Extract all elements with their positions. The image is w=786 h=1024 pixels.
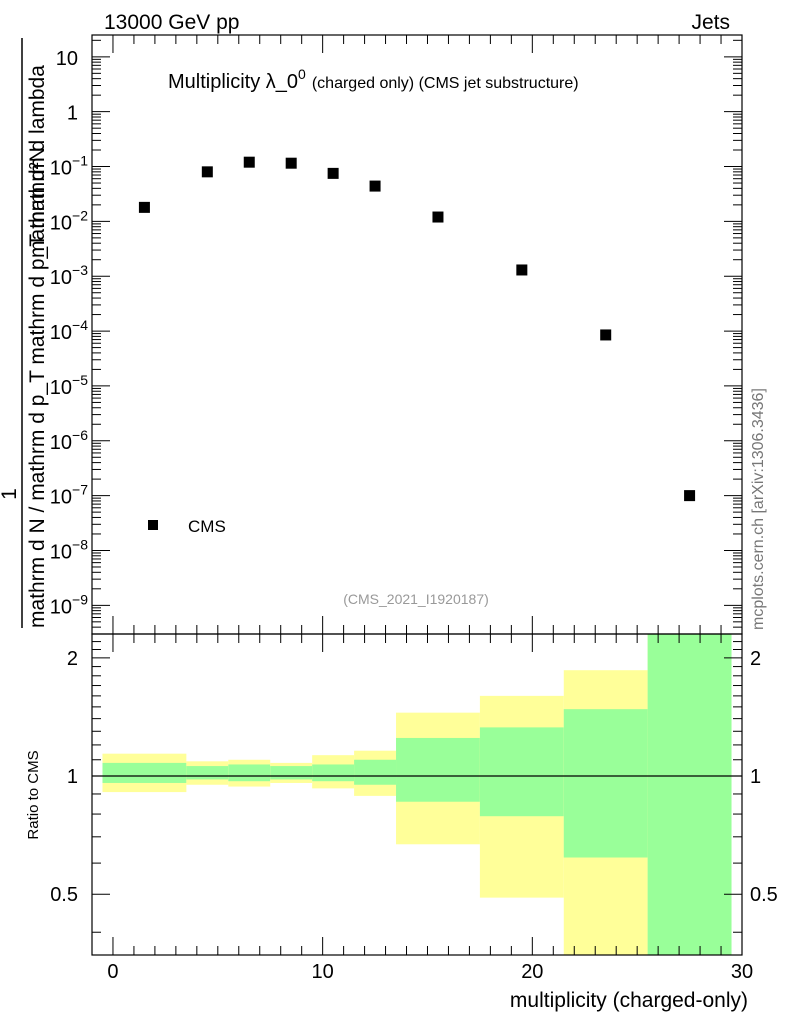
x-tick-label: 30 — [731, 961, 753, 983]
ratio-y-tick-label-right: 1 — [750, 766, 761, 788]
band-green — [312, 764, 355, 782]
band-green — [647, 634, 732, 955]
data-point — [243, 156, 255, 168]
x-tick-label: 10 — [312, 961, 334, 983]
y-tick-label: 10−8 — [50, 536, 88, 563]
ylabel-numerator: mathrm d²N — [26, 147, 49, 258]
y-tick-label: 10−1 — [50, 153, 88, 180]
y-tick-label: 10−6 — [50, 427, 88, 454]
plot-title: Multiplicity λ_00(charged only) (CMS jet… — [168, 66, 579, 93]
data-point — [516, 264, 528, 276]
band-green — [102, 762, 187, 783]
y-tick-label: 10−3 — [50, 262, 88, 289]
ylabel-denominator: mathrm d N / mathrm d p_T mathrm d p_T m… — [26, 65, 49, 628]
band-green — [228, 764, 271, 782]
x-axis-label: multiplicity (charged-only) — [510, 989, 748, 1012]
data-point — [684, 490, 696, 502]
ratio-plot-frame — [91, 633, 743, 956]
data-point — [138, 201, 150, 213]
ratio-y-tick-label: 0.5 — [50, 884, 78, 906]
data-point — [201, 166, 213, 178]
band-green — [354, 759, 397, 785]
data-point — [600, 329, 612, 341]
band-green — [479, 727, 564, 817]
data-point — [369, 180, 381, 192]
y-tick-label: 1 — [67, 103, 78, 125]
band-green — [396, 737, 480, 802]
y-tick-label: 10−7 — [50, 482, 88, 509]
ratio-ylabel: Ratio to CMS — [25, 750, 42, 839]
ratio-y-tick-label-right: 2 — [750, 648, 761, 670]
ratio-y-tick-label: 2 — [67, 648, 78, 670]
ratio-y-tick-label-right: 0.5 — [750, 884, 778, 906]
ylabel-one: 1 — [0, 488, 21, 500]
ratio-bands — [102, 634, 732, 955]
data-point — [432, 211, 444, 223]
data-points — [138, 156, 696, 502]
data-point — [327, 167, 339, 179]
y-tick-label: 10−5 — [50, 372, 88, 399]
main-plot-frame — [91, 34, 743, 635]
x-tick-label: 0 — [107, 961, 118, 983]
y-tick-label: 10−4 — [50, 317, 88, 344]
x-tick-label: 20 — [521, 961, 543, 983]
data-point — [285, 157, 297, 169]
ratio-y-tick-label: 1 — [67, 766, 78, 788]
band-green — [563, 709, 648, 858]
analysis-id: (CMS_2021_I1920187) — [343, 591, 489, 607]
y-tick-label: 10−9 — [50, 591, 88, 618]
band-green — [186, 766, 229, 780]
legend-label: CMS — [188, 517, 226, 536]
y-tick-label: 10 — [56, 48, 78, 70]
legend-marker — [148, 520, 158, 530]
main-ylabel: mathrm d²N 1 mathrm d N / mathrm d p_T m… — [0, 38, 49, 628]
header-category: Jets — [691, 11, 730, 34]
side-label: mcplots.cern.ch [arXiv:1306.3436] — [750, 388, 767, 630]
header-energy: 13000 GeV pp — [104, 11, 239, 34]
band-green — [270, 766, 313, 780]
y-tick-label: 10−2 — [50, 207, 88, 234]
